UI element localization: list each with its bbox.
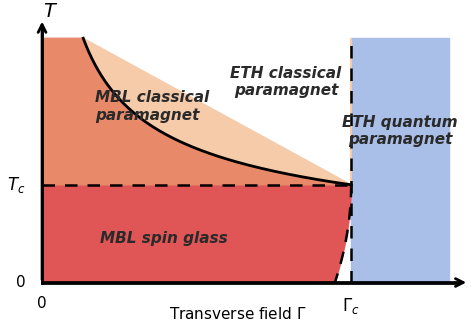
Text: ETH quantum
paramagnet: ETH quantum paramagnet [342,115,458,147]
Text: 0: 0 [16,275,26,290]
Text: 0: 0 [37,296,47,311]
Polygon shape [351,38,449,283]
Polygon shape [83,38,351,185]
Text: $\Gamma_c$: $\Gamma_c$ [342,296,360,316]
Text: ETH classical
paramagnet: ETH classical paramagnet [230,66,342,98]
Polygon shape [42,185,351,283]
Polygon shape [42,38,351,185]
Text: MBL spin glass: MBL spin glass [100,231,228,246]
Text: Transverse field $\Gamma$: Transverse field $\Gamma$ [169,306,306,322]
Text: MBL classical
paramagnet: MBL classical paramagnet [95,90,209,123]
Text: $T$: $T$ [43,2,58,21]
Text: $T_c$: $T_c$ [8,175,26,195]
